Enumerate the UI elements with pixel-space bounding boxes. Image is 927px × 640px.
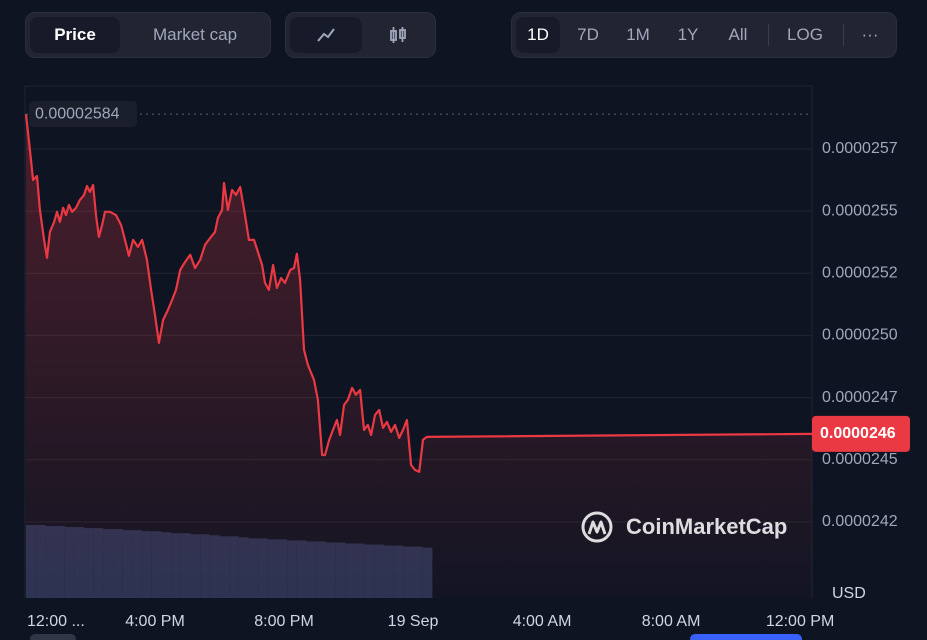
line-style-button[interactable]: [290, 17, 362, 53]
more-button[interactable]: ···: [861, 25, 879, 44]
line-icon: [317, 28, 335, 42]
y-tick-label: 0.0000245: [822, 451, 898, 468]
view-toggle: Price Market cap: [25, 12, 271, 58]
x-tick-label: 4:00 PM: [125, 613, 185, 630]
y-tick-label: 0.0000250: [822, 327, 898, 344]
plot: 0.00002584 0.0000246: [24, 101, 910, 598]
x-tick-label: 19 Sep: [388, 613, 439, 630]
scroll-handle: [30, 634, 76, 640]
watermark-logo: [581, 511, 613, 543]
x-tick-label: 8:00 AM: [642, 613, 701, 630]
price-tab[interactable]: Price: [30, 17, 120, 53]
range-button[interactable]: All: [728, 25, 748, 44]
range-button[interactable]: 1M: [626, 25, 650, 44]
price-line: [24, 113, 813, 473]
price-area: [26, 114, 812, 598]
candle-style-button[interactable]: [362, 17, 434, 53]
max-label-bg: [29, 101, 137, 128]
x-tick-label: 12:00 ...: [27, 613, 85, 630]
x-tick-label: 8:00 PM: [254, 613, 314, 630]
range-button[interactable]: 1Y: [677, 25, 699, 44]
separator: [843, 24, 844, 46]
x-tick-label: 4:00 AM: [513, 613, 572, 630]
last-value-label: 0.0000246: [820, 425, 896, 442]
last-value-tag: [812, 415, 910, 452]
range-toggle: LOG ··· 1D 7D 1M 1Y All: [511, 12, 897, 58]
scroll-handle: [690, 634, 802, 640]
market-cap-tab[interactable]: Market cap: [152, 25, 238, 44]
separator: [768, 24, 769, 46]
x-tick-label: 12:00 PM: [766, 613, 834, 630]
max-label: 0.00002584: [35, 105, 120, 122]
range-button[interactable]: 7D: [577, 25, 599, 44]
y-tick-label: 0.0000242: [822, 513, 898, 530]
watermark: CoinMarketCap: [581, 511, 787, 543]
y-tick-label: 0.0000247: [822, 389, 898, 406]
y-tick-label: 0.0000252: [822, 264, 898, 281]
watermark-text: CoinMarketCap: [626, 514, 787, 539]
y-tick-label: 0.0000257: [822, 140, 898, 157]
y-tick-label: 0.0000255: [822, 202, 898, 219]
range-button[interactable]: 1D: [516, 17, 560, 53]
chart-style-toggle: [285, 12, 436, 58]
candle-icon: [390, 27, 406, 43]
log-button[interactable]: LOG: [787, 25, 823, 44]
currency-label: USD: [832, 585, 866, 602]
watermark-logo: [587, 520, 607, 535]
